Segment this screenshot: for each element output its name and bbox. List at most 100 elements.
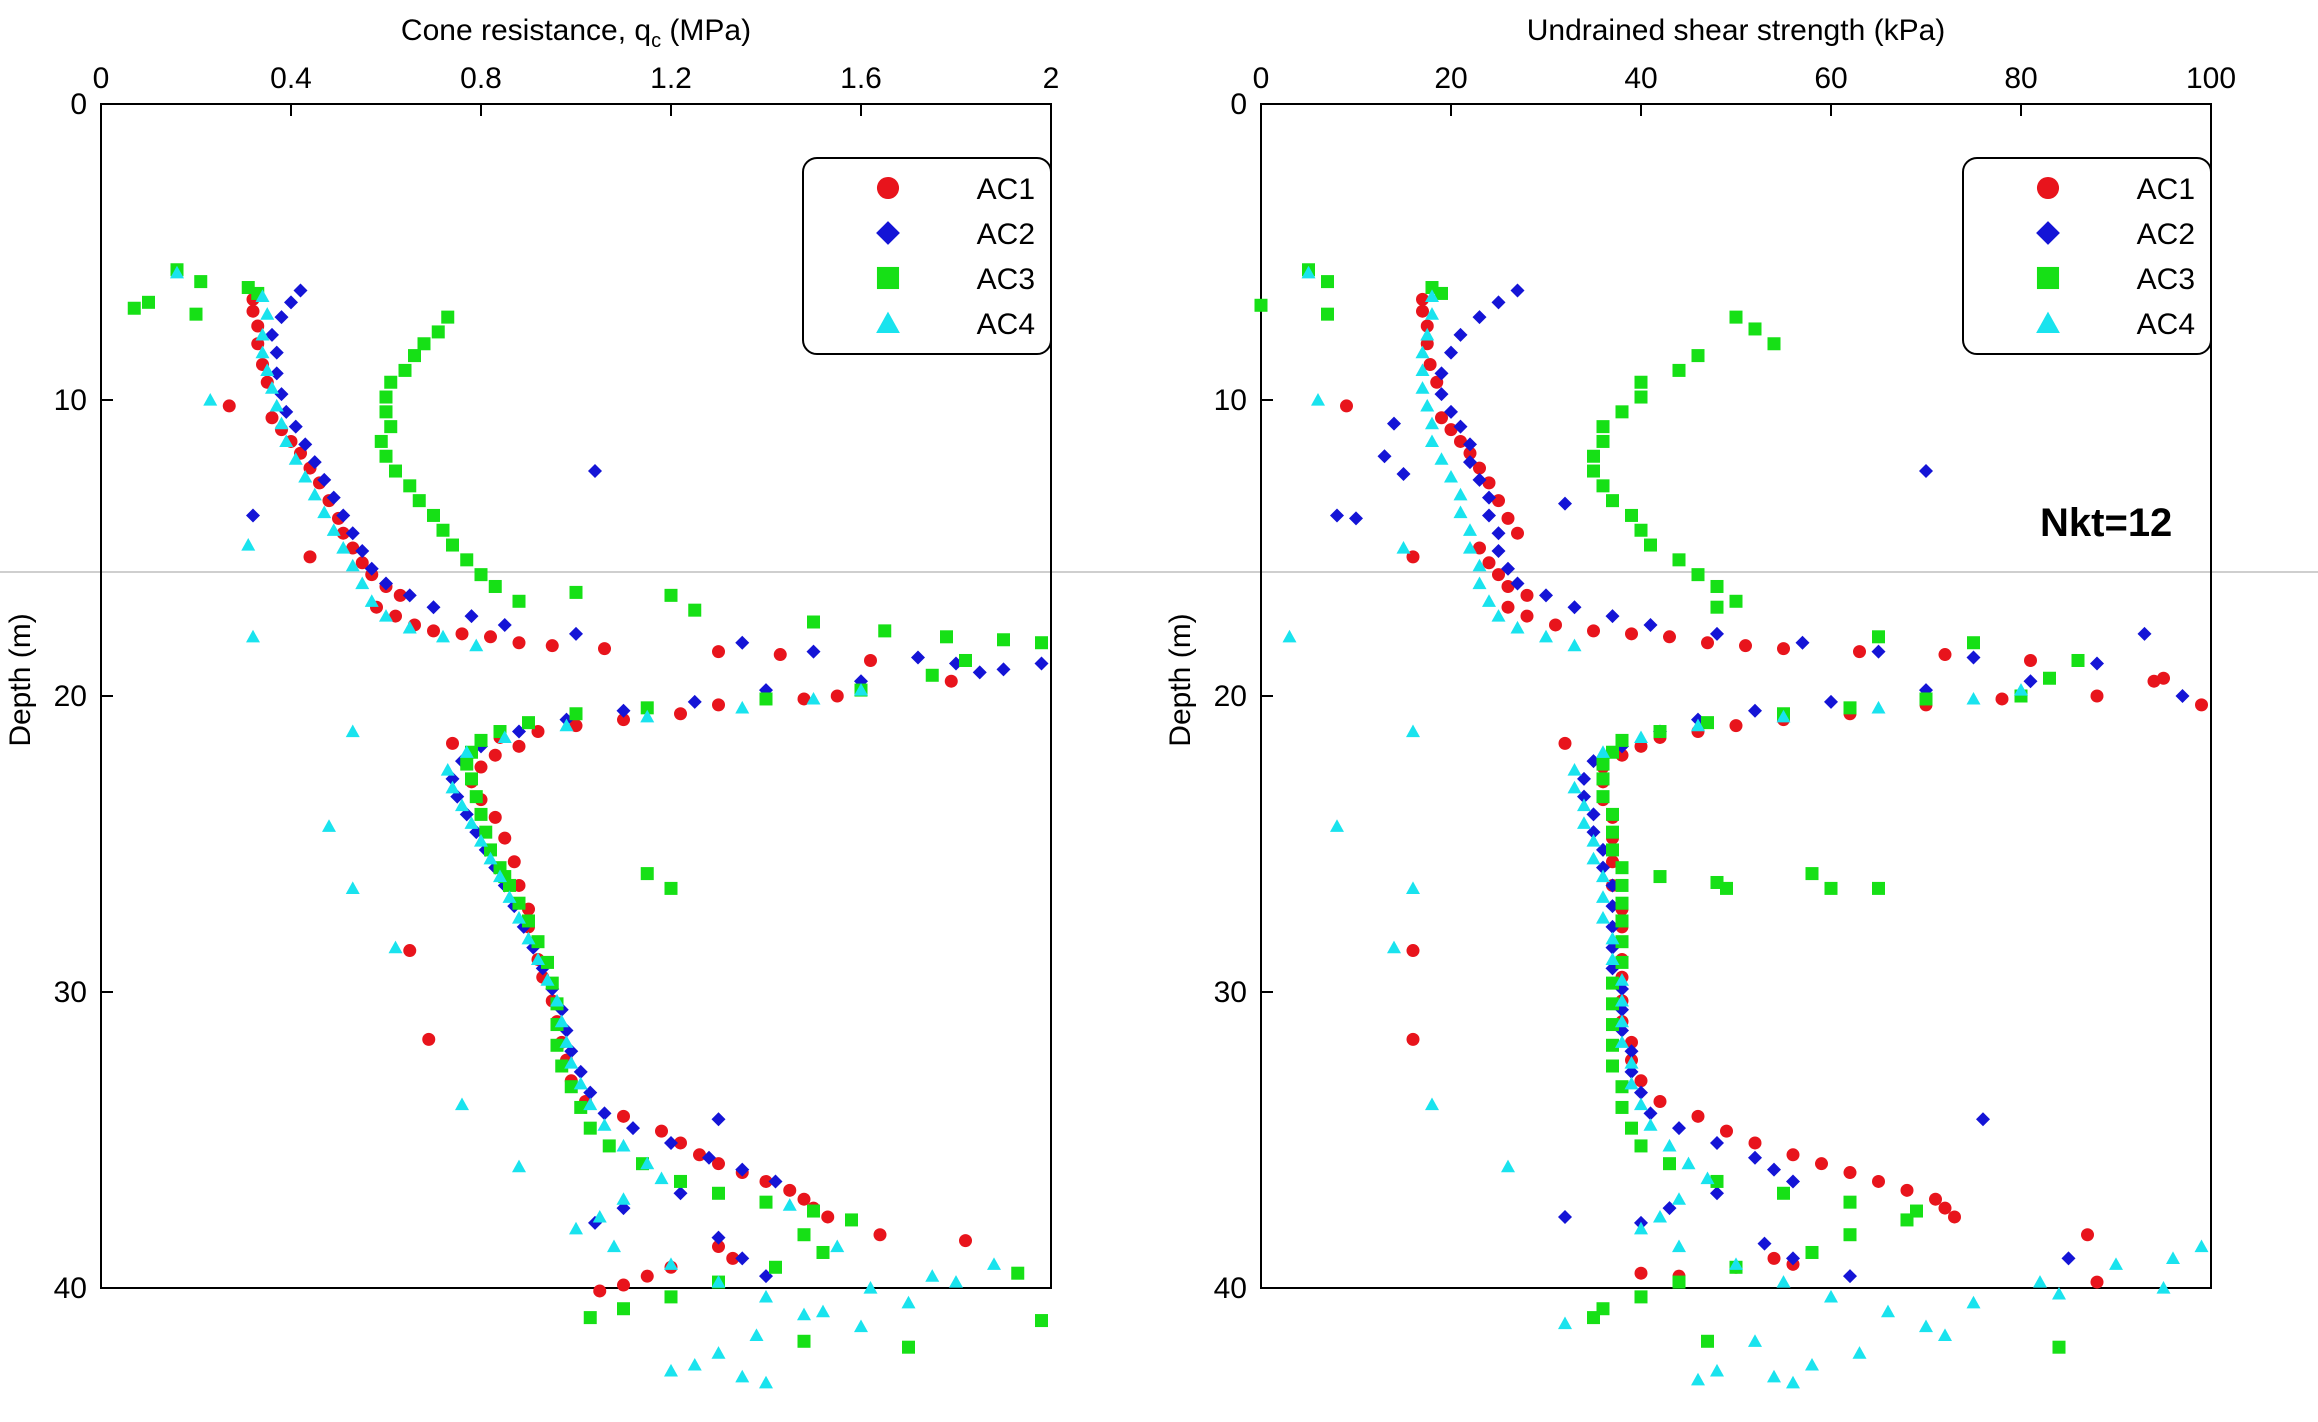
left-AC1-point-7 — [265, 411, 279, 425]
right-AC2-point-26 — [1871, 644, 1886, 659]
right-AC2-point-6 — [1434, 387, 1449, 402]
right-AC2-point-22 — [1710, 626, 1724, 641]
left-AC2-point-13 — [336, 508, 351, 523]
left-AC3-point-81 — [1011, 1266, 1025, 1280]
right-AC3-point-47 — [1615, 861, 1629, 875]
right-AC3-point-22 — [1634, 523, 1648, 537]
right-AC4-point-29 — [1387, 940, 1401, 954]
left-AC3-point-11 — [398, 363, 412, 377]
left-series-AC2 — [246, 283, 1049, 1284]
left-AC4-point-49 — [531, 952, 545, 966]
left-AC1-point-66 — [655, 1124, 668, 1138]
right-AC3-point-75 — [2052, 1340, 2066, 1354]
left-AC4-point-20 — [402, 620, 417, 634]
right-AC4-point-28 — [1406, 881, 1420, 894]
right-AC4-point-26 — [1406, 724, 1420, 738]
left-AC2-point-23 — [588, 464, 602, 479]
right-AC3-point-12 — [1634, 375, 1648, 389]
right-legend: AC1 AC2 AC3 AC4 — [1962, 157, 2212, 355]
right-AC1-point-0 — [1416, 292, 1429, 306]
left-AC2-point-57 — [597, 1106, 612, 1121]
left-legend: AC1 AC2 AC3 AC4 — [802, 157, 1052, 355]
right-AC3-point-30 — [1967, 636, 1980, 650]
right-AC1-point-23 — [1520, 609, 1534, 623]
right-AC3-point-24 — [1672, 553, 1686, 567]
right-AC4-point-61 — [1672, 1192, 1686, 1205]
left-AC4-point-47 — [512, 911, 526, 924]
left-AC3-point-40 — [640, 701, 654, 715]
left-x-tick-label: 1.2 — [650, 62, 692, 95]
right-legend-label-AC2: AC2 — [2137, 218, 2195, 251]
right-AC4-point-46 — [1596, 890, 1610, 903]
left-series-AC1 — [222, 292, 972, 1298]
left-AC3-point-1 — [194, 275, 208, 289]
right-AC2-point-31 — [2023, 674, 2038, 689]
left-AC2-point-6 — [274, 387, 289, 402]
right-AC3-point-74 — [1587, 1311, 1600, 1325]
left-AC3-point-63 — [564, 1080, 578, 1094]
right-AC1-point-68 — [1786, 1148, 1800, 1162]
right-AC1-point-32 — [1938, 648, 1952, 662]
left-AC4-point-22 — [469, 638, 484, 652]
right-legend-marker-AC4 — [2036, 311, 2060, 334]
left-AC4-point-26 — [345, 724, 360, 738]
left-AC4-point-18 — [364, 594, 379, 607]
left-AC3-point-49 — [474, 807, 488, 821]
right-AC1-point-21 — [1520, 588, 1534, 602]
right-AC1-point-76 — [2081, 1228, 2094, 1242]
right-AC3-point-52 — [1615, 955, 1629, 969]
right-AC1-point-22 — [1501, 600, 1515, 614]
left-x-axis-title: Cone resistance, qc (MPa) — [401, 14, 751, 52]
left-AC3-point-82 — [902, 1340, 915, 1354]
right-AC2-point-61 — [1786, 1174, 1800, 1189]
right-AC4-point-47 — [1596, 911, 1610, 924]
left-AC3-point-29 — [664, 588, 678, 602]
right-AC2-point-24 — [1330, 508, 1344, 523]
right-AC3-point-39 — [1615, 733, 1629, 747]
right-legend-label-AC4: AC4 — [2137, 308, 2195, 341]
left-AC4-point-79 — [735, 1369, 750, 1383]
left-AC4-point-3 — [255, 327, 270, 341]
right-AC2-point-3 — [1453, 327, 1468, 342]
right-AC4-point-36 — [1691, 718, 1705, 732]
right-AC1-point-67 — [1748, 1136, 1762, 1150]
left-AC3-point-21 — [427, 508, 440, 522]
right-AC3-point-31 — [2071, 653, 2085, 667]
left-AC2-point-69 — [711, 1112, 726, 1127]
left-AC2-point-61 — [735, 1162, 750, 1177]
right-AC4-point-48 — [1605, 931, 1620, 945]
right-AC1-point-82 — [1767, 1251, 1781, 1265]
right-AC1-point-64 — [1653, 1095, 1667, 1109]
right-AC2-point-10 — [1463, 455, 1477, 470]
right-AC3-point-49 — [1615, 896, 1629, 910]
left-AC1-point-25 — [427, 624, 440, 638]
left-AC3-point-74 — [816, 1245, 830, 1259]
left-AC4-point-58 — [616, 1138, 631, 1152]
left-AC1-point-1 — [246, 304, 260, 318]
right-x-ticks: 0 20 40 60 80 100 — [1253, 62, 2236, 116]
right-AC1-point-65 — [1691, 1109, 1705, 1123]
right-AC3-point-4 — [1321, 307, 1334, 321]
left-AC3-point-31 — [807, 615, 820, 629]
left-AC4-point-27 — [322, 819, 336, 832]
left-AC1-point-17 — [303, 550, 317, 564]
right-AC1-point-24 — [1549, 618, 1562, 632]
right-AC3-point-67 — [1900, 1213, 1914, 1227]
right-AC1-point-17 — [1406, 550, 1420, 564]
right-AC4-point-65 — [1729, 1257, 1743, 1270]
left-AC2-point-19 — [426, 600, 441, 615]
right-AC3-point-81 — [1710, 875, 1724, 889]
right-AC4-point-15 — [1463, 541, 1477, 554]
left-legend-marker-AC2 — [876, 221, 900, 245]
left-AC4-point-17 — [355, 576, 370, 590]
right-AC2-point-33 — [1824, 694, 1838, 709]
left-AC2-point-24 — [246, 508, 260, 523]
left-AC3-point-73 — [797, 1228, 811, 1242]
right-AC4-point-62 — [1653, 1209, 1667, 1223]
right-AC4-point-38 — [1596, 745, 1610, 758]
right-AC4-point-10 — [1434, 452, 1449, 465]
right-AC3-point-48 — [1615, 878, 1629, 892]
left-AC4-point-82 — [782, 1198, 797, 1211]
right-AC3-point-56 — [1606, 1038, 1619, 1052]
right-AC1-point-84 — [2090, 1275, 2104, 1289]
